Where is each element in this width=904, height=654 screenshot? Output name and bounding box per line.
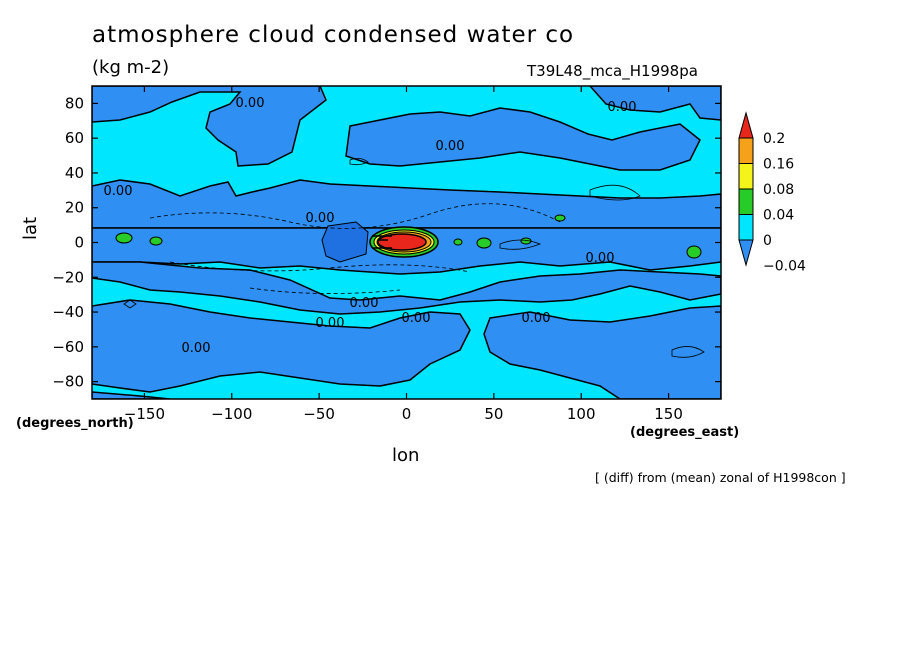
colorbar: 0.2 0.16 0.08 0.04 0 −0.04: [738, 111, 806, 275]
contour-value-label: 0.00: [586, 251, 615, 266]
contour-line: [123, 299, 137, 309]
contour-value-label: 0.00: [104, 184, 133, 199]
x-tick-label: 50: [484, 405, 503, 423]
x-tick-label: 150: [654, 405, 683, 423]
contour-region: [92, 261, 721, 315]
contour-value-label: 0.00: [436, 139, 465, 154]
colorbar-swatch: [738, 163, 754, 190]
contour-region: [453, 238, 463, 246]
y-tick-label: 0: [74, 234, 84, 252]
run-id-label: T39L48_mca_H1998pa: [527, 62, 698, 80]
colorbar-arrow-bottom: [738, 239, 754, 267]
y-tick-label: −20: [52, 268, 84, 286]
colorbar-level-label: 0.08: [763, 182, 794, 198]
contour-region: [483, 305, 721, 399]
y-tick-label: 20: [65, 199, 84, 217]
x-tick-label: −100: [211, 405, 252, 423]
y-tick-label: 40: [65, 164, 84, 182]
colorbar-level-label: 0.2: [763, 131, 785, 147]
contour-value-label: 0.00: [236, 96, 265, 111]
colorbar-swatch: [738, 137, 754, 164]
chart-title: atmosphere cloud condensed water co: [92, 22, 575, 48]
x-tick-label: −50: [303, 405, 335, 423]
x-tick-label: 0: [402, 405, 412, 423]
contour-region: [92, 86, 327, 167]
x-axis-label: lon: [392, 445, 420, 466]
contour-line: [372, 235, 392, 249]
contour-region: [476, 237, 492, 249]
contour-region: [377, 233, 427, 251]
y-tick-label: −40: [52, 303, 84, 321]
contour-region: [92, 299, 471, 393]
contour-region: [92, 391, 171, 399]
x-tick-label: −150: [124, 405, 165, 423]
colorbar-level-label: 0.04: [763, 208, 794, 224]
contour-value-label: 0.00: [608, 100, 637, 115]
contour-value-label: 0.00: [182, 341, 211, 356]
y-tick-label: −80: [52, 373, 84, 391]
y-axis-units: (degrees_north): [16, 416, 134, 431]
contour-region: [115, 232, 133, 244]
contour-line: [169, 261, 471, 273]
colorbar-swatch: [738, 188, 754, 215]
y-tick-label: 60: [65, 129, 84, 147]
contour-value-label: 0.00: [522, 311, 551, 326]
contour-line: [499, 239, 542, 250]
chart-footnote: [ (diff) from (mean) zonal of H1998con ]: [595, 470, 846, 485]
colorbar-level-label: −0.04: [763, 259, 806, 275]
contour-region: [321, 221, 369, 263]
contour-line: [149, 203, 561, 229]
contour-line: [671, 346, 705, 358]
contour-region: [345, 107, 701, 171]
contour-region: [686, 245, 702, 259]
contour-region: [149, 236, 163, 246]
chart-units: (kg m-2): [92, 57, 170, 78]
contour-value-label: 0.00: [402, 311, 431, 326]
x-axis-units: (degrees_east): [630, 425, 740, 440]
contour-value-label: 0.00: [350, 296, 379, 311]
contour-line: [589, 184, 641, 201]
contour-value-label: 0.00: [306, 211, 335, 226]
colorbar-level-label: 0.16: [763, 157, 794, 173]
contour-value-label: 0.00: [316, 316, 345, 331]
colorbar-level-label: 0: [763, 233, 772, 249]
contour-fill-layer: [92, 86, 721, 399]
y-tick-label: −60: [52, 338, 84, 356]
contour-region: [588, 86, 721, 121]
contour-line: [349, 158, 369, 166]
colorbar-arrow-top: [738, 111, 754, 139]
contour-region: [554, 214, 566, 222]
colorbar-swatch: [738, 214, 754, 241]
contour-line: [249, 287, 401, 294]
x-tick-label: 100: [567, 405, 596, 423]
y-tick-label: 80: [65, 94, 84, 112]
